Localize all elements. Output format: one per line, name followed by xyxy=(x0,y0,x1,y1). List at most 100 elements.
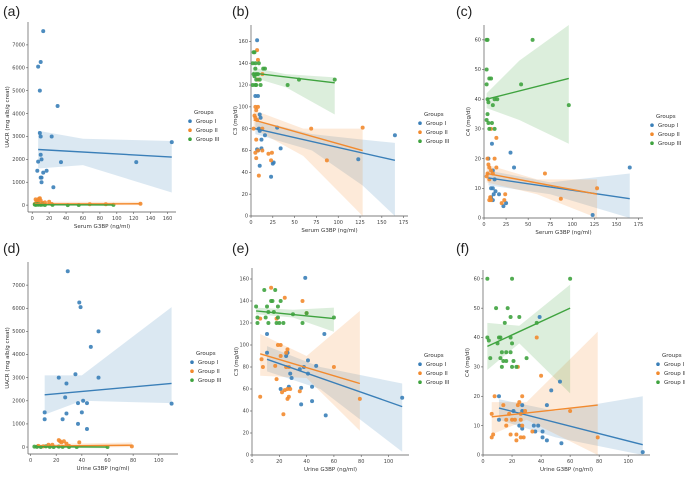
data-point xyxy=(64,411,69,416)
data-point xyxy=(56,375,61,380)
legend-marker xyxy=(418,371,422,376)
data-point xyxy=(253,61,258,66)
data-point xyxy=(517,314,522,319)
y-tick-label: 3000 xyxy=(12,375,25,381)
data-point xyxy=(251,126,256,131)
data-point xyxy=(512,165,517,170)
data-point xyxy=(489,168,494,173)
data-point xyxy=(60,417,65,422)
data-point xyxy=(257,112,262,117)
data-point xyxy=(501,359,506,364)
x-tick-label: 0 xyxy=(249,220,252,226)
data-point xyxy=(496,394,501,399)
data-point xyxy=(484,67,489,72)
data-point xyxy=(278,146,283,151)
data-point xyxy=(258,83,263,88)
legend-title: Groups xyxy=(194,110,214,116)
data-point xyxy=(486,338,491,343)
x-tick-label: 40 xyxy=(538,459,544,465)
x-tick-label: 175 xyxy=(399,220,409,226)
data-point xyxy=(489,141,494,146)
data-point xyxy=(534,335,539,340)
y-tick-label: 60 xyxy=(242,148,248,154)
y-tick-label: 20 xyxy=(243,431,249,437)
x-tick-label: 20 xyxy=(46,216,52,222)
confidence-band-group-ii xyxy=(486,164,598,218)
y-tick-label: 40 xyxy=(474,335,480,341)
panel-label: (e) xyxy=(232,240,249,256)
data-point xyxy=(73,372,78,377)
data-point xyxy=(504,350,509,355)
data-point xyxy=(42,410,47,415)
data-point xyxy=(489,76,494,81)
y-tick-label: 3000 xyxy=(12,134,25,140)
data-point xyxy=(84,401,89,406)
confidence-band-group-i xyxy=(488,170,630,218)
y-tick-label: 0 xyxy=(477,453,480,459)
data-point xyxy=(519,82,524,87)
data-point xyxy=(255,315,260,320)
data-point xyxy=(35,168,40,173)
regression-line-group-ii xyxy=(259,353,361,385)
data-point xyxy=(277,321,282,325)
y-tick-label: 0 xyxy=(245,214,248,220)
data-point xyxy=(262,66,267,71)
y-tick-label: 4000 xyxy=(12,352,25,358)
data-point xyxy=(400,395,405,400)
data-point xyxy=(310,384,315,389)
data-point xyxy=(531,423,536,428)
regression-line-group-i xyxy=(38,148,172,158)
data-point xyxy=(558,196,563,201)
data-point xyxy=(502,320,507,325)
x-tick-label: 175 xyxy=(634,222,644,228)
data-point xyxy=(65,269,70,274)
x-tick-label: 80 xyxy=(596,459,602,465)
legend-marker xyxy=(188,137,192,141)
data-point xyxy=(508,350,513,355)
data-point xyxy=(501,204,506,209)
x-tick-label: 100 xyxy=(623,459,633,465)
legend-entry: Group II xyxy=(426,130,448,136)
data-point xyxy=(360,125,365,130)
x-tick-label: 60 xyxy=(104,458,110,464)
data-point xyxy=(36,159,41,164)
panel-e: (e) 0 20 40 60 80 100 0 20 40 60 80 100 120 140 160 Urin… xyxy=(232,240,450,473)
data-point xyxy=(255,93,260,98)
data-point xyxy=(300,321,305,325)
data-point xyxy=(262,288,267,292)
legend-entry: Group III xyxy=(664,380,685,386)
x-tick-label: 40 xyxy=(303,459,309,465)
y-tick-label: 5000 xyxy=(12,329,25,335)
x-tick-label: 120 xyxy=(129,216,139,222)
legend-entry: Group I xyxy=(426,121,446,127)
data-point xyxy=(521,435,526,440)
data-point xyxy=(314,363,319,368)
data-point xyxy=(280,390,285,395)
legend-marker xyxy=(418,130,422,134)
regression-line-group-ii xyxy=(36,444,132,447)
y-axis-label: UACR (mg alb/g creat) xyxy=(5,86,11,148)
confidence-band-group-ii xyxy=(253,110,363,216)
x-tick-label: 80 xyxy=(97,216,103,222)
y-tick-label: 2000 xyxy=(12,398,25,404)
x-tick-label: 0 xyxy=(29,458,32,464)
data-point xyxy=(490,186,495,191)
x-axis-label: Serum G3BP (ng/ml) xyxy=(301,228,357,234)
x-tick-label: 100 xyxy=(154,458,164,464)
data-point xyxy=(544,438,549,443)
data-point xyxy=(530,429,535,434)
x-tick-label: 150 xyxy=(377,220,387,226)
y-tick-label: 140 xyxy=(239,299,249,305)
data-point xyxy=(304,311,309,316)
confidence-band-group-iii xyxy=(487,284,571,394)
data-point xyxy=(595,186,600,191)
confidence-band-group-i xyxy=(38,130,172,193)
panel-a: (a) 0 20 40 60 80 100 120 140 160 0 1000 2000 3000 400… xyxy=(3,3,220,230)
data-point xyxy=(260,148,265,153)
data-point xyxy=(627,165,632,170)
data-point xyxy=(58,160,63,165)
legend-entry: Group III xyxy=(658,141,682,147)
panel-label: (a) xyxy=(3,3,20,19)
legend-title: Groups xyxy=(424,112,444,118)
data-point xyxy=(254,156,259,161)
